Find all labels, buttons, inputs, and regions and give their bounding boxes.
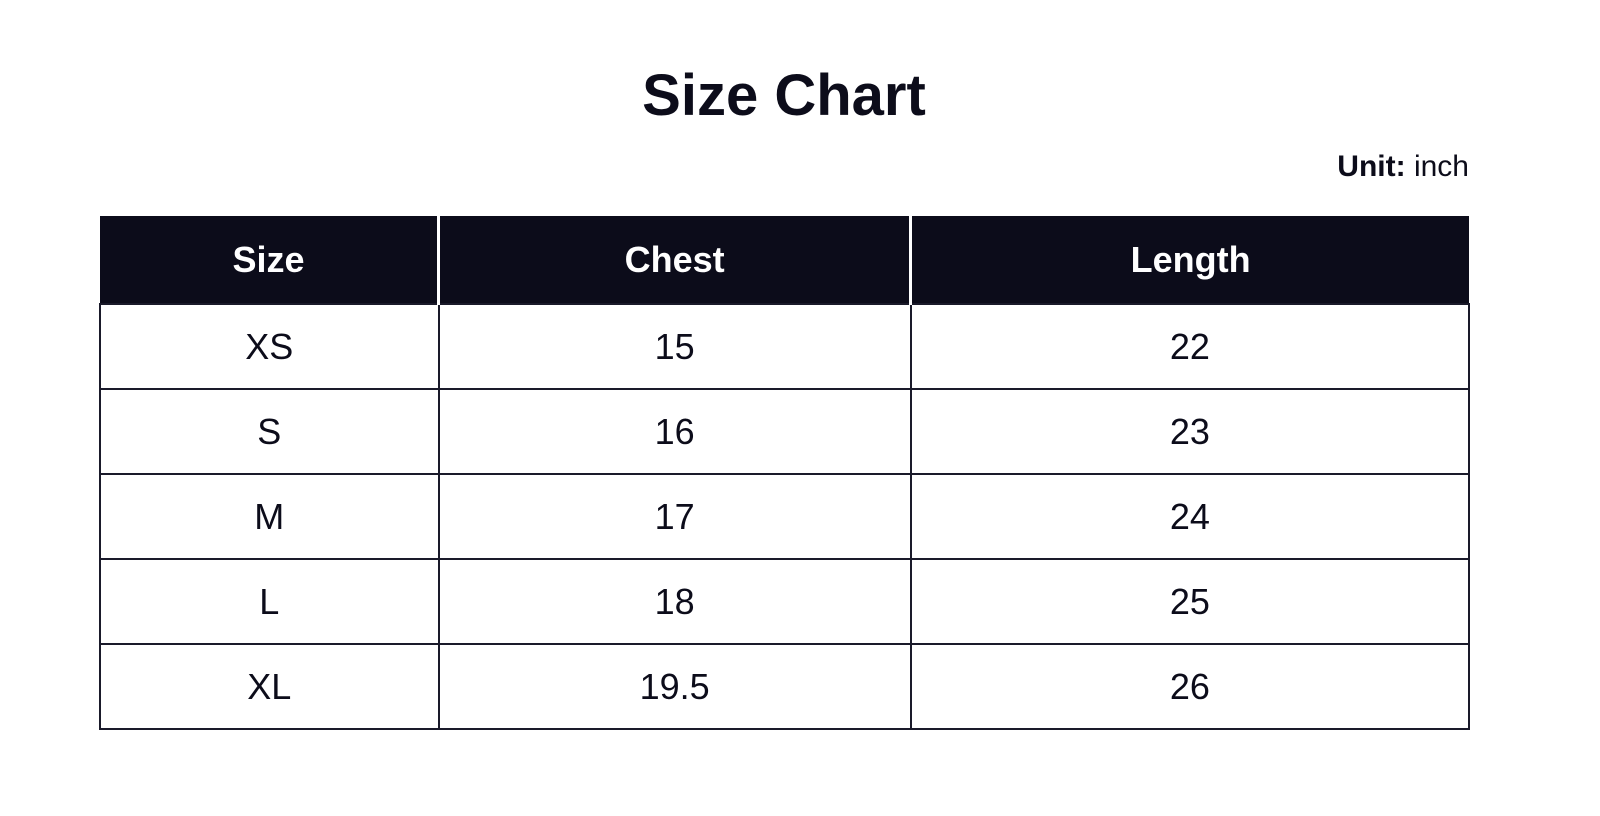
- length-cell: 24: [909, 473, 1471, 560]
- length-cell: 22: [909, 303, 1471, 390]
- size-table: Size Chest Length XS 15 22 S 16 23 M 17 24 L 18 25 X…: [99, 216, 1471, 730]
- header-chest: Chest: [436, 216, 911, 304]
- size-cell: M: [99, 473, 440, 560]
- length-cell: 25: [909, 558, 1471, 645]
- unit-value: inch: [1413, 150, 1469, 183]
- table-row: M 17 24: [99, 473, 1471, 560]
- chest-cell: 17: [437, 473, 912, 560]
- page-title: Size Chart: [642, 63, 926, 128]
- size-cell: XS: [99, 303, 440, 390]
- table-row: XS 15 22: [99, 303, 1471, 390]
- length-cell: 23: [909, 388, 1471, 475]
- unit-label: Unit: inch: [1337, 150, 1469, 184]
- header-size: Size: [100, 216, 439, 304]
- length-cell: 26: [909, 643, 1471, 730]
- table-row: L 18 25: [99, 558, 1471, 645]
- size-cell: L: [99, 558, 440, 645]
- table-row: XL 19.5 26: [99, 643, 1471, 730]
- header-length: Length: [909, 216, 1469, 304]
- size-cell: S: [99, 388, 440, 475]
- table-row: S 16 23: [99, 388, 1471, 475]
- unit-key: Unit:: [1337, 150, 1406, 183]
- header-row: Size Chest Length: [100, 216, 1469, 304]
- size-cell: XL: [99, 643, 440, 730]
- chest-cell: 18: [437, 558, 912, 645]
- chest-cell: 16: [437, 388, 912, 475]
- chest-cell: 19.5: [437, 643, 912, 730]
- chest-cell: 15: [437, 303, 912, 390]
